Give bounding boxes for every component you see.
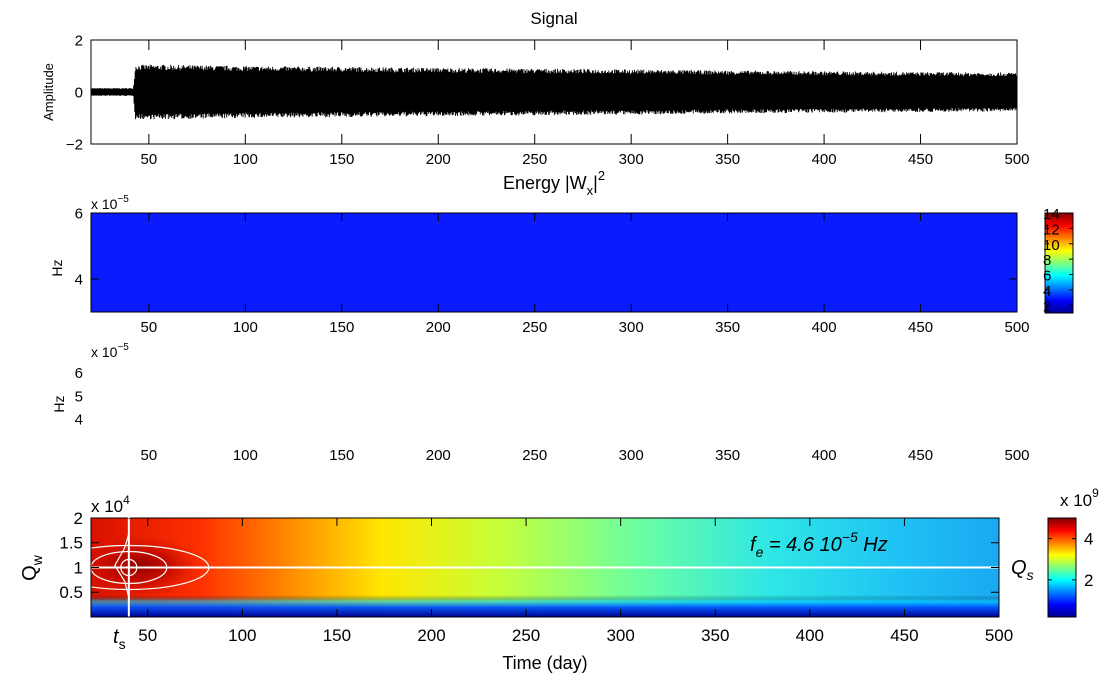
signal-y-label: Amplitude [41,63,56,121]
signal-line [91,64,1017,120]
x-tick-label: 500 [1004,447,1029,464]
x-tick-label: 300 [606,626,634,645]
x-tick-label: 400 [812,447,837,464]
y-tick-label: 0 [75,84,83,101]
q-x-label: Time (day) [502,653,587,673]
q-heatmap-hotspot [91,534,205,598]
x-tick-label: 500 [985,626,1013,645]
x-tick-label: 50 [141,319,158,336]
q-panel: 2 1.5 1 0.5 50 100 150 200 250 300 350 400 450 500 x… [19,486,1099,673]
x-tick-label: 100 [233,319,258,336]
x-tick-label: 50 [138,626,157,645]
energy-colorbar [1044,212,1074,314]
x-tick-label: 350 [715,447,740,464]
x-tick-label: 250 [522,447,547,464]
energy-y-label: Hz [49,259,65,276]
y-tick-label: 1.5 [59,534,83,553]
x-tick-label: 200 [426,447,451,464]
x-tick-label: 150 [329,447,354,464]
x-tick-label: 400 [812,319,837,336]
q-y-label: Qw [19,554,45,581]
colorbar-tick-label: 2 [1043,298,1051,315]
colorbar-tick-label: 10 [1043,237,1060,254]
x-tick-label: 400 [812,151,837,168]
signal-waveform [91,64,1017,120]
x-tick-label: 200 [417,626,445,645]
x-tick-label: 350 [701,626,729,645]
contour-line [114,533,130,598]
q-colorbar-exponent: x 109 [1060,486,1099,510]
energy-panel: Energy |Wx|2 64 50 100 150 200 250 300 350 400 4… [49,168,1074,336]
y-tick-label: 5 [75,388,83,405]
energy-heatmap-background [91,213,1017,312]
x-tick-label: 50 [141,151,158,168]
fe-annotation: fe = 4.6 10−5 Hz [750,529,888,560]
y-tick-label: 4 [75,412,83,429]
y-tick-label: 4 [75,271,83,288]
x-tick-label: 250 [522,151,547,168]
colorbar-tick-label: 14 [1043,206,1060,223]
signal-title: Signal [530,9,577,28]
energy-y-exponent: x 10−5 [91,194,129,212]
x-tick-label: 100 [233,447,258,464]
frequency-panel: 6 5 4 50 100 150 200 250 300 350 400 450 500 x 10−5… [51,342,1030,464]
x-tick-label: 450 [908,151,933,168]
q-y-exponent: x 104 [91,493,130,516]
y-tick-label: 0.5 [59,583,83,602]
x-tick-label: 300 [619,151,644,168]
x-tick-label: 100 [233,151,258,168]
x-tick-label: 450 [908,447,933,464]
x-tick-label: 450 [908,319,933,336]
x-tick-label: 500 [1004,151,1029,168]
y-tick-label: 2 [74,509,83,528]
colorbar-tick-label: 4 [1043,283,1051,300]
x-tick-label: 50 [141,447,158,464]
energy-title: Energy |Wx|2 [503,168,605,198]
energy-plot-frame [90,212,1018,313]
colorbar-tick-label: 4 [1084,530,1093,549]
x-tick-label: 350 [715,151,740,168]
x-tick-label: 400 [796,626,824,645]
x-tick-label: 150 [329,151,354,168]
y-tick-label: 6 [75,205,83,222]
x-tick-label: 300 [619,447,644,464]
frequency-y-label: Hz [51,395,67,412]
qs-label: Qs [1011,557,1034,583]
x-tick-label: 450 [890,626,918,645]
x-tick-label: 150 [323,626,351,645]
x-tick-label: 350 [715,319,740,336]
colorbar-tick-label: 12 [1043,221,1060,238]
x-tick-label: 500 [1004,319,1029,336]
frequency-y-exponent: x 10−5 [91,342,129,360]
signal-panel: Signal 2 0 −2 50 100 150 200 250 300 350 400 450 50… [41,9,1030,168]
x-tick-label: 250 [522,319,547,336]
x-tick-label: 100 [228,626,256,645]
colorbar-tick-label: 2 [1084,571,1093,590]
y-tick-label: 6 [75,365,83,382]
y-tick-label: −2 [66,136,83,153]
q-colorbar [1047,517,1077,618]
x-tick-label: 150 [329,319,354,336]
ts-label: ts [113,626,126,652]
x-tick-label: 300 [619,319,644,336]
colorbar-tick-label: 8 [1043,252,1051,269]
x-tick-label: 200 [426,151,451,168]
x-tick-label: 250 [512,626,540,645]
y-tick-label: 1 [74,558,83,577]
y-tick-label: 2 [75,32,83,49]
colorbar-tick-label: 6 [1043,268,1051,285]
x-tick-label: 200 [426,319,451,336]
